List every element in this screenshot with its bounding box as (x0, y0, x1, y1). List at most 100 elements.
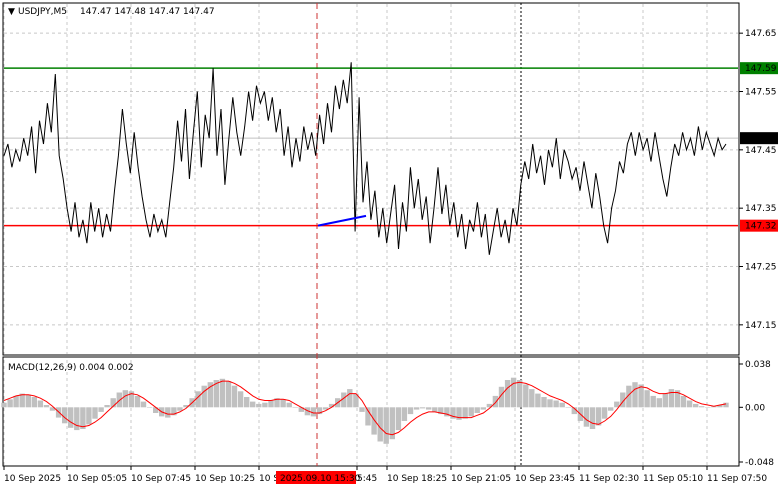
time-tick-label: 10 Sep 18:25 (387, 474, 447, 484)
macd-bar (662, 393, 668, 408)
macd-bar (31, 397, 37, 408)
macd-bar (529, 389, 535, 408)
macd-bar (492, 395, 499, 408)
macd-bar (626, 385, 632, 408)
macd-bar (74, 407, 80, 431)
macd-bar (231, 385, 238, 408)
macd-bar (268, 400, 274, 408)
macd-bar (450, 407, 456, 419)
macd-bar (438, 407, 444, 415)
macd-bar (377, 407, 383, 442)
macd-bar (693, 403, 699, 408)
macd-bar (286, 402, 292, 408)
time-tick-label: 10 Sep 21:05 (451, 474, 511, 484)
trend-segment (317, 214, 367, 227)
macd-bar (19, 393, 25, 408)
price-tick-label: 147.55 (745, 88, 777, 98)
macd-bar (589, 407, 596, 429)
macd-bar (498, 386, 505, 408)
macd-bar (359, 407, 365, 412)
macd-bar (723, 402, 729, 408)
macd-bar (644, 390, 650, 408)
macd-bar (128, 391, 135, 408)
macd-bar (480, 407, 486, 410)
macd-bar (262, 402, 268, 408)
macd-bar (456, 407, 462, 420)
macd-bar (140, 401, 147, 408)
macd-signal-line (3, 380, 727, 436)
macd-bar (444, 407, 450, 417)
macd-bar (504, 380, 511, 408)
macd-bar (553, 400, 559, 408)
macd-bar (365, 407, 371, 426)
macd-bar (37, 400, 44, 408)
price-tick-label: 147.65 (745, 29, 777, 39)
macd-bar (25, 394, 31, 408)
macd-bar (98, 407, 104, 412)
macd-bar (486, 403, 493, 408)
macd-bar (310, 407, 317, 417)
macd-bar (328, 403, 335, 408)
macd-bar (571, 407, 577, 415)
macd-bar (68, 407, 74, 428)
grid-layer (3, 4, 738, 465)
macd-bar (413, 407, 420, 410)
macd-bar (419, 407, 426, 409)
macd-bar (304, 407, 311, 416)
chart-symbol: USDJPY,M5 (18, 7, 67, 17)
macd-bar (601, 407, 608, 419)
chart-ohlc: 147.47 147.48 147.47 147.47 (80, 7, 215, 17)
price-tick-label: 147.35 (745, 204, 777, 214)
macd-bar (244, 397, 250, 408)
macd-bar (565, 407, 571, 408)
price-pane-frame (2, 2, 740, 356)
macd-bar (407, 407, 414, 415)
current-price-label-bg (740, 132, 778, 145)
current-price-label: 147.47 (745, 134, 777, 144)
price-tick-label: 147.25 (745, 263, 777, 273)
levels-layer (4, 3, 738, 466)
macd-bar (462, 407, 468, 419)
macd-bar (638, 384, 644, 408)
macd-bar (347, 389, 353, 408)
macd-bar (146, 407, 153, 408)
macd-label: MACD(12,26,9) 0.004 0.002 (8, 363, 134, 373)
series-layer (3, 62, 727, 436)
macd-bar (183, 405, 189, 408)
macd-bar (583, 407, 590, 427)
macd-bar (656, 398, 662, 408)
macd-bar (13, 395, 19, 408)
macd-bar (711, 406, 717, 408)
macd-bar (207, 382, 213, 408)
macd-bar (608, 407, 614, 411)
macd-bar (292, 407, 298, 408)
axis-layer: 147.65 147.55 147.45 147.35 147.25 147.15 10 S… (3, 29, 778, 484)
macd-bar (383, 407, 389, 444)
time-tick-label: 10 Sep 23:45 (515, 474, 575, 484)
macd-bar (559, 402, 565, 408)
macd-tick-label: -0.048 (745, 458, 774, 468)
macd-bar (523, 384, 529, 408)
macd-bar (201, 385, 207, 408)
macd-bar (86, 407, 92, 425)
chart-header-arrow: ▼ (8, 7, 15, 17)
macd-bar (632, 382, 638, 408)
macd-bar (213, 380, 219, 408)
macd-bar (680, 395, 687, 408)
macd-bar (92, 407, 98, 419)
macd-bar (225, 381, 232, 408)
macd-bar (280, 399, 286, 408)
macd-bar (535, 393, 541, 408)
macd-bar (432, 407, 438, 412)
macd-bar (110, 398, 116, 408)
time-tick-label: 11 Sep 07:50 (707, 474, 767, 484)
macd-bar (134, 395, 141, 408)
macd-bar (122, 390, 128, 408)
event-time-marker: 2025.09.10 15:30 (280, 474, 361, 484)
macd-bar (389, 407, 395, 440)
macd-bar (371, 407, 377, 435)
time-tick-label: 11 Sep 02:30 (579, 474, 639, 484)
macd-bar (668, 389, 675, 408)
